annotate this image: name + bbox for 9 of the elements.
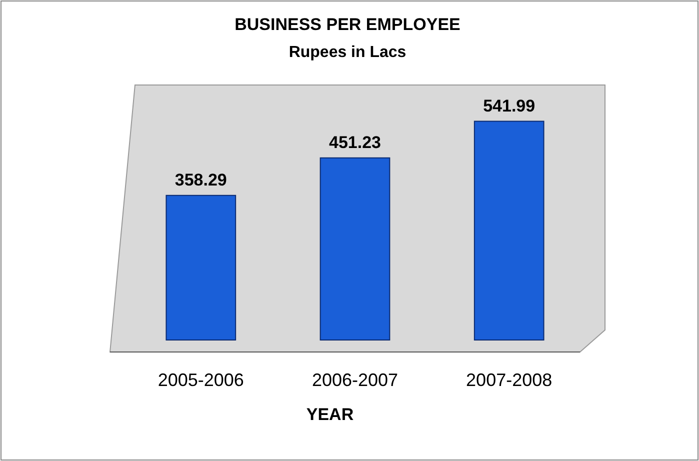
chart-subtitle: Rupees in Lacs bbox=[288, 44, 406, 61]
chart-title: BUSINESS PER EMPLOYEE bbox=[234, 15, 460, 34]
x-tick-label: 2006-2007 bbox=[312, 370, 398, 390]
x-axis-title: YEAR bbox=[306, 405, 354, 424]
data-label: 541.99 bbox=[483, 96, 536, 116]
data-label: 451.23 bbox=[329, 132, 381, 152]
data-label: 358.29 bbox=[174, 170, 227, 190]
x-tick-label: 2007-2008 bbox=[466, 370, 552, 390]
x-tick-label: 2005-2006 bbox=[158, 370, 244, 390]
